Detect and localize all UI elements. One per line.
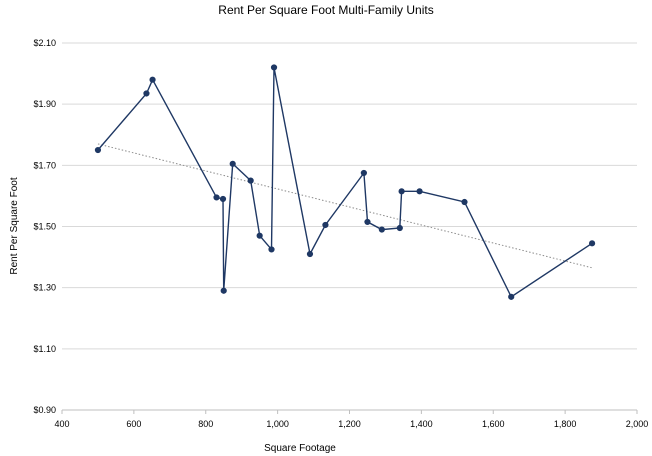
data-point — [306, 250, 314, 258]
chart-title: Rent Per Square Foot Multi-Family Units — [218, 3, 433, 17]
y-tick-label: $1.30 — [33, 283, 56, 293]
x-tick-label: 1,800 — [554, 419, 577, 429]
data-point — [143, 90, 150, 97]
data-point — [508, 293, 515, 300]
data-point — [322, 221, 329, 229]
data-point — [219, 195, 227, 203]
x-tick-label: 1,000 — [266, 419, 289, 429]
data-point — [461, 198, 468, 206]
data-point — [94, 146, 102, 154]
trendline-layer — [97, 143, 593, 269]
x-tick-label: 800 — [198, 419, 213, 429]
y-tick-label: $1.90 — [33, 99, 56, 109]
data-point — [364, 218, 371, 226]
series-line — [97, 67, 593, 298]
x-axis-label: Square Footage — [264, 443, 336, 454]
tick-labels: $0.90 $1.10 $1.30 $1.50 $1.70 $1.90 $2.10 400 60… — [33, 38, 648, 429]
series-layer — [94, 64, 596, 300]
data-point — [588, 240, 596, 247]
data-point — [256, 232, 263, 239]
x-tick-label: 2,000 — [626, 419, 649, 429]
x-tick-label: 1,600 — [482, 419, 505, 429]
x-tick-label: 600 — [126, 419, 141, 429]
data-point — [149, 76, 156, 83]
y-tick-label: $1.50 — [33, 222, 56, 232]
data-point — [416, 188, 423, 195]
y-axis-label: Rent Per Square Foot — [9, 177, 20, 274]
y-tick-label: $0.90 — [33, 405, 56, 415]
x-tick-label: 400 — [54, 419, 69, 429]
data-point — [396, 224, 403, 232]
data-point — [378, 226, 385, 233]
data-point — [247, 177, 254, 184]
x-tick-label: 1,400 — [410, 419, 433, 429]
linear-trendline — [97, 143, 593, 269]
data-point — [360, 169, 367, 177]
y-tick-label: $1.10 — [33, 344, 56, 354]
data-point — [270, 64, 278, 71]
data-point — [220, 287, 227, 294]
data-point — [213, 194, 220, 201]
data-point — [229, 160, 236, 167]
data-point — [268, 246, 275, 253]
axes — [61, 409, 638, 414]
data-point — [398, 188, 405, 195]
y-tick-label: $1.70 — [33, 160, 56, 170]
gridlines — [62, 42, 637, 350]
x-tick-label: 1,200 — [338, 419, 361, 429]
y-tick-label: $2.10 — [33, 38, 56, 48]
